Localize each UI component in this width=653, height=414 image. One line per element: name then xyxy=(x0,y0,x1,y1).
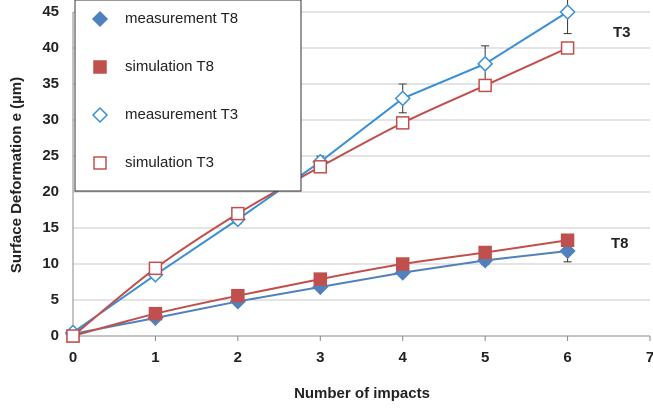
marker xyxy=(478,245,492,260)
y-axis-label: Surface Deformation e (µm) xyxy=(8,77,25,273)
marker xyxy=(148,261,163,276)
marker xyxy=(394,90,411,107)
marker xyxy=(560,41,575,55)
marker xyxy=(477,55,494,72)
x-tick-label: 6 xyxy=(563,349,571,366)
x-tick-label: 2 xyxy=(234,349,242,366)
x-tick-label: 3 xyxy=(316,349,324,366)
marker xyxy=(560,233,575,247)
legend: measurement T8 simulation T8 measurement T… xyxy=(74,0,302,192)
annotation: T8 xyxy=(611,235,629,252)
x-tick-label: 5 xyxy=(481,349,489,366)
y-tick-label: 20 xyxy=(42,183,59,200)
marker xyxy=(395,116,410,130)
x-tick-label: 1 xyxy=(151,349,159,366)
legend-label: simulation T3 xyxy=(125,154,214,171)
marker xyxy=(313,272,328,286)
marker xyxy=(313,160,328,174)
y-tick-label: 25 xyxy=(42,147,59,164)
y-tick-label: 0 xyxy=(51,327,59,344)
y-tick-label: 30 xyxy=(42,111,59,128)
marker xyxy=(231,206,245,221)
legend-box xyxy=(74,0,302,192)
y-tick-label: 40 xyxy=(42,39,59,56)
y-tick-label: 15 xyxy=(42,219,59,236)
x-tick-label: 4 xyxy=(399,349,408,366)
legend-label: measurement T3 xyxy=(125,106,238,123)
marker xyxy=(91,106,109,124)
legend-label: measurement T8 xyxy=(125,10,238,27)
marker xyxy=(478,78,492,93)
marker xyxy=(148,306,163,321)
y-tick-label: 10 xyxy=(42,255,59,272)
marker xyxy=(559,242,576,260)
legend-label: simulation T8 xyxy=(125,58,214,75)
x-axis-label: Number of impacts xyxy=(294,385,430,402)
marker xyxy=(559,3,576,21)
marker xyxy=(93,156,107,170)
marker xyxy=(231,288,245,303)
y-tick-label: 5 xyxy=(51,291,59,308)
annotation: T3 xyxy=(613,24,631,41)
x-tick-label: 7 xyxy=(646,349,653,366)
marker xyxy=(91,10,109,28)
marker xyxy=(395,257,410,271)
y-tick-label: 35 xyxy=(42,75,59,92)
marker xyxy=(93,60,107,74)
y-tick-label: 45 xyxy=(42,3,59,20)
x-tick-label: 0 xyxy=(69,349,77,366)
marker xyxy=(66,329,80,343)
